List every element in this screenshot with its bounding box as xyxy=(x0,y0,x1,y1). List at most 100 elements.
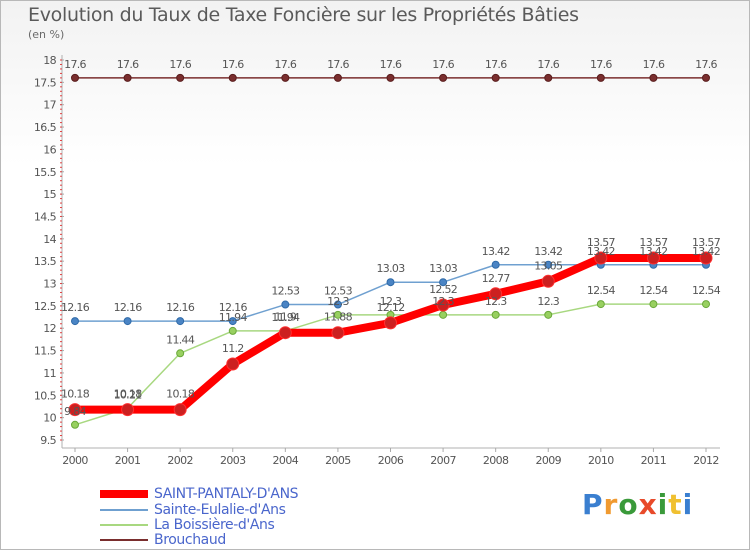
data-point xyxy=(281,73,290,82)
y-tick-label: 11.5 xyxy=(34,345,57,358)
logo-letter: P xyxy=(582,488,604,521)
data-point xyxy=(541,274,555,288)
data-point xyxy=(436,298,450,312)
data-point xyxy=(71,420,79,429)
data-point xyxy=(176,349,185,358)
y-tick-label: 9.5 xyxy=(40,434,56,447)
data-label: 13.57 xyxy=(587,236,616,249)
data-point xyxy=(646,251,660,265)
legend-swatch xyxy=(100,489,148,498)
data-point xyxy=(384,316,397,330)
data-label: 17.6 xyxy=(222,58,244,71)
x-tick-label: 2000 xyxy=(62,454,88,467)
data-point xyxy=(333,73,342,82)
data-point xyxy=(123,317,132,326)
x-tick-label: 2007 xyxy=(430,454,456,467)
data-label: 11.2 xyxy=(222,342,244,355)
data-point xyxy=(491,73,500,82)
data-point xyxy=(333,310,342,319)
data-point xyxy=(544,310,553,319)
legend-label: La Boissière-d'Ans xyxy=(154,516,275,533)
y-axis-unit-label: (en %) xyxy=(28,28,65,41)
legend-item-saint-pantaly: SAINT-PANTALY-D'ANS xyxy=(100,485,299,502)
y-tick-label: 18 xyxy=(43,54,56,67)
data-point xyxy=(176,73,185,82)
data-label: 12.52 xyxy=(429,283,457,296)
y-tick-label: 13 xyxy=(43,278,56,291)
y-tick-label: 14 xyxy=(43,233,56,246)
data-point xyxy=(649,300,658,309)
proxiti-logo: Proxiti xyxy=(582,488,693,521)
data-point xyxy=(544,73,553,82)
data-point xyxy=(386,73,395,82)
logo-letter: i xyxy=(682,488,694,521)
data-label: 13.03 xyxy=(377,262,406,275)
y-tick-label: 12 xyxy=(43,322,56,335)
data-label: 12.16 xyxy=(219,301,248,314)
data-point xyxy=(71,73,79,82)
y-tick-label: 11 xyxy=(43,367,56,380)
data-point xyxy=(331,326,345,340)
legend-swatch xyxy=(100,538,148,541)
legend-label: Sainte-Eulalie-d'Ans xyxy=(154,501,286,518)
data-label: 17.6 xyxy=(117,58,139,71)
legend-label: Brouchaud xyxy=(154,531,226,548)
data-point xyxy=(176,317,185,326)
x-tick-label: 2011 xyxy=(641,454,667,467)
data-label: 12.53 xyxy=(324,285,353,298)
x-tick-label: 2010 xyxy=(588,454,614,467)
data-point xyxy=(226,357,240,371)
data-label: 9.84 xyxy=(64,405,86,418)
data-label: 10.18 xyxy=(61,388,90,401)
legend-item-la-boissiere: La Boissière-d'Ans xyxy=(100,516,275,533)
y-tick-label: 14.5 xyxy=(34,210,57,223)
x-tick-label: 2002 xyxy=(167,454,193,467)
y-tick-label: 15.5 xyxy=(34,166,57,179)
legend-item-brouchaud: Brouchaud xyxy=(100,531,226,548)
data-label: 11.44 xyxy=(166,333,195,346)
data-point xyxy=(649,73,658,82)
data-label: 13.42 xyxy=(534,245,562,258)
data-point xyxy=(702,73,710,82)
data-label: 17.6 xyxy=(380,58,402,71)
data-label: 11.94 xyxy=(219,311,248,324)
data-label: 12.16 xyxy=(166,301,195,314)
logo-letter: t xyxy=(668,488,683,521)
x-tick-label: 2009 xyxy=(535,454,561,467)
data-label: 17.6 xyxy=(485,58,507,71)
data-label: 12.3 xyxy=(485,295,507,308)
data-label: 13.42 xyxy=(639,245,667,258)
legend-label: SAINT-PANTALY-D'ANS xyxy=(154,485,299,502)
data-point xyxy=(173,403,187,417)
x-tick-label: 2001 xyxy=(115,454,141,467)
data-label: 12.3 xyxy=(380,295,402,308)
data-label: 17.6 xyxy=(64,58,86,71)
y-tick-label: 13.5 xyxy=(34,255,57,268)
data-point xyxy=(123,73,132,82)
data-point xyxy=(121,403,135,417)
data-label: 17.6 xyxy=(169,58,191,71)
y-tick-label: 15 xyxy=(43,188,56,201)
data-label: 17.6 xyxy=(274,58,296,71)
data-label: 12.54 xyxy=(639,284,668,297)
chart-title: Evolution du Taux de Taxe Foncière sur l… xyxy=(28,4,579,26)
data-label: 17.6 xyxy=(643,58,665,71)
data-point xyxy=(68,403,82,417)
x-tick-label: 2005 xyxy=(325,454,351,467)
data-point xyxy=(596,73,605,82)
y-tick-label: 17.5 xyxy=(34,76,57,89)
data-label: 13.05 xyxy=(534,259,563,272)
data-label: 13.57 xyxy=(692,236,721,249)
x-tick-label: 2006 xyxy=(378,454,404,467)
data-label: 12.16 xyxy=(61,301,90,314)
data-point xyxy=(699,251,713,265)
data-label: 17.6 xyxy=(327,58,349,71)
data-label: 13.03 xyxy=(429,262,458,275)
data-label: 17.6 xyxy=(537,58,559,71)
data-point xyxy=(386,278,395,287)
data-label: 12.3 xyxy=(537,295,559,308)
data-label: 10.21 xyxy=(114,388,142,401)
x-tick-label: 2008 xyxy=(483,454,509,467)
legend-swatch xyxy=(100,523,148,526)
data-label: 13.57 xyxy=(639,236,668,249)
